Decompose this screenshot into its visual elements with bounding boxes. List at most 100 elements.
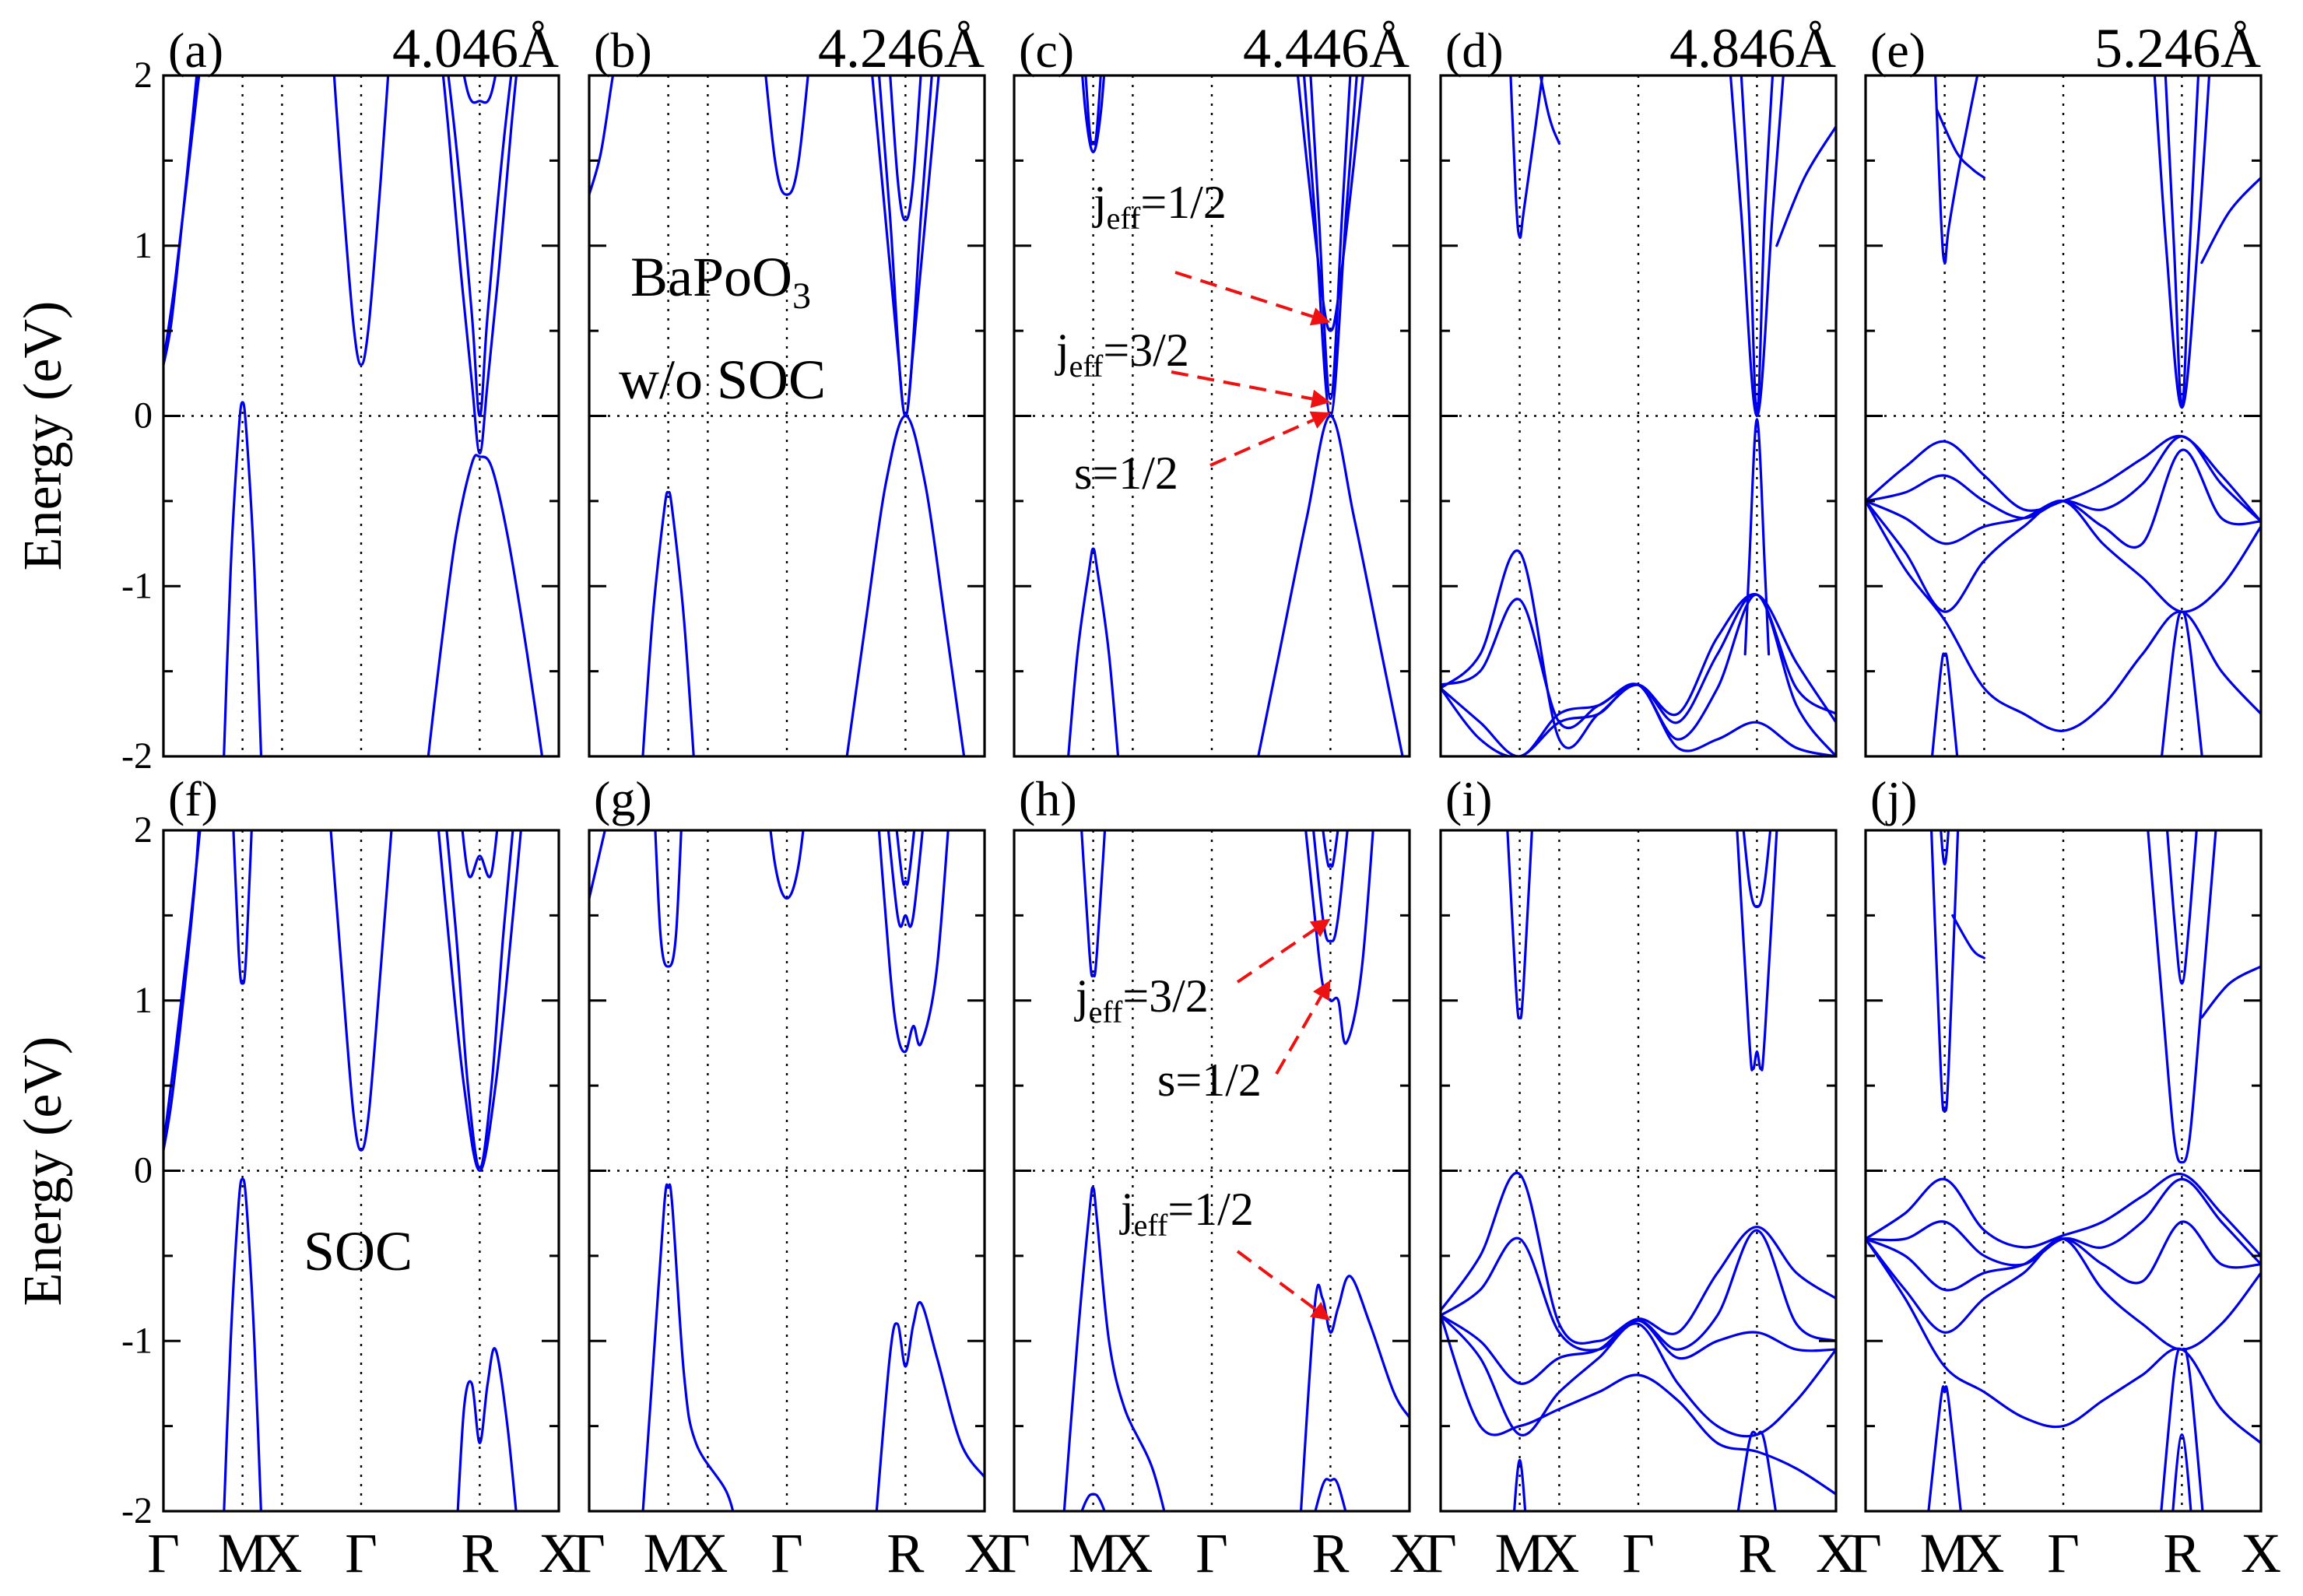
band-line-vb-M — [1930, 652, 1959, 756]
band-line-cb-R3 — [1322, 830, 1339, 868]
x-tick-label: M — [1495, 1522, 1545, 1584]
panel-i: Γ MX Γ R X(i) — [1424, 771, 1856, 1584]
lattice-constant-label: 4.046Å — [392, 17, 559, 79]
band-line-cb-R2 — [2165, 830, 2198, 985]
band-group — [1441, 830, 1836, 1511]
panel-b: (b) 4.246Å — [588, 17, 986, 758]
band-line-cb-R1 — [441, 75, 518, 455]
band-line-cb-R1 — [437, 830, 522, 1173]
band-line-cb2 — [163, 830, 202, 1147]
y-tick-label: 2 — [134, 54, 153, 96]
band-line-cb-M2 — [1085, 763, 1101, 814]
x-tick-label: Γ — [147, 1522, 180, 1584]
band-line-cb-R3 — [895, 830, 916, 886]
band-line-vb3 — [1441, 1314, 1836, 1385]
panel-c: (c) 4.446Å — [1013, 17, 1411, 758]
band-line-cb-R3 — [2200, 176, 2261, 265]
band-line-vb-R — [1743, 418, 1771, 656]
y-tick-label: 1 — [134, 980, 153, 1021]
annotation-arrowhead — [1309, 918, 1331, 938]
band-line-cb-R3 — [2200, 965, 2261, 1019]
band-line-cb-M2 — [1084, 75, 1102, 146]
annotation-arrow — [1209, 418, 1315, 467]
band-line-vb4 — [1441, 1314, 1836, 1438]
soc-label: SOC — [304, 1220, 413, 1282]
band-line-vb-R — [875, 1300, 985, 1511]
x-tick-label: R — [461, 1522, 498, 1584]
band-line-vb-M2 — [1080, 1493, 1106, 1511]
annotation-arrow — [1171, 370, 1313, 401]
x-tick-label: R — [2163, 1522, 2200, 1584]
band-line-cb-R1 — [1736, 830, 1778, 1072]
state-annotation: jeff=3/2 — [1074, 918, 1331, 1030]
y-tick-label: -2 — [121, 735, 153, 777]
annotation-arrowhead — [1309, 307, 1331, 326]
x-tick-label: X — [262, 1522, 302, 1584]
x-tick-label: X — [1539, 1522, 1579, 1584]
band-line-vb2 — [1866, 435, 2261, 523]
annotation-arrow — [1275, 995, 1323, 1075]
band-group — [1441, 75, 1836, 756]
y-tick-label: -1 — [121, 1320, 153, 1361]
band-line-vb-M — [1512, 1458, 1527, 1511]
lattice-constant-label: 5.246Å — [2094, 17, 2261, 79]
band-group — [589, 830, 985, 1511]
band-line-cb-M1 — [1080, 830, 1107, 978]
x-tick-label: R — [1738, 1522, 1775, 1584]
band-line-cb1 — [163, 830, 200, 1152]
annotation-arrowhead — [1309, 1302, 1331, 1321]
band-line-cb-R2 — [462, 75, 497, 104]
band-group — [589, 75, 966, 756]
band-line-vb-R — [1736, 1430, 1778, 1511]
state-annotation: jeff=3/2 — [1055, 324, 1331, 409]
band-line-vb2 — [1441, 1229, 1836, 1352]
x-tick-label: Γ — [1195, 1522, 1228, 1584]
band-line-cb-G — [764, 75, 809, 196]
band-line-vb-M — [1062, 1186, 1166, 1511]
band-line-cb-R1 — [877, 830, 950, 1054]
x-tick-label: M — [1920, 1522, 1970, 1584]
lattice-constant-label: 4.246Å — [818, 17, 985, 79]
panel-label: (e) — [1870, 23, 1926, 78]
panel-label: (g) — [594, 771, 652, 826]
band-line-cb2 — [163, 75, 201, 363]
band-group — [1062, 763, 1410, 1511]
x-tick-label: Γ — [771, 1522, 803, 1584]
band-line-vb5 — [1441, 1314, 1836, 1496]
band-line-vb-M — [223, 1177, 262, 1511]
band-group — [163, 75, 544, 756]
panel-label: (f) — [168, 771, 218, 826]
band-line-cb-M — [232, 830, 253, 985]
y-tick-label: -1 — [121, 565, 153, 606]
panel-label: (c) — [1019, 23, 1074, 78]
band-line-vb-R — [845, 414, 966, 756]
x-tick-label: Γ — [573, 1522, 606, 1584]
band-line-vb4 — [1866, 500, 2261, 613]
panels-layer: -2 -1 0 1 2 (a) 4.046Å (b) 4.246Å (c) 4.446Å (d) 4.8… — [121, 17, 2281, 1584]
band-line-vb-R2 — [1314, 1478, 1347, 1511]
state-label: s=1/2 — [1157, 1054, 1262, 1106]
panel-label: (d) — [1445, 23, 1504, 78]
band-line-cb-R2 — [1740, 75, 1775, 418]
panel-h: Γ MX Γ R X(h) — [998, 763, 1430, 1584]
band-line-vb-M — [1067, 547, 1120, 756]
material-title-main: BaPoO — [630, 246, 792, 308]
x-tick-label: Γ — [345, 1522, 377, 1584]
band-line-vb-R — [1257, 414, 1404, 756]
panel-label: (h) — [1019, 771, 1077, 826]
band-line-cb-M — [654, 830, 683, 968]
band-line-cb-M1 — [1081, 75, 1106, 153]
band-line-vb-M — [1927, 1385, 1962, 1511]
x-tick-label: Γ — [998, 1522, 1030, 1584]
lattice-constant-label: 4.446Å — [1243, 17, 1410, 79]
y-axis-label-bottom: Energy (eV) — [13, 1037, 73, 1307]
annotations-layer: jeff=1/2 jeff=3/2 s=1/2 jeff=3/2 s=1/2 jeff=1… — [1055, 177, 1331, 1321]
band-line-cb-M1 — [1509, 75, 1544, 240]
annotation-arrowhead — [1313, 980, 1331, 1001]
x-tick-label: X — [539, 1522, 579, 1584]
x-tick-label: Γ — [1622, 1522, 1655, 1584]
state-annotation: s=1/2 — [1074, 411, 1331, 499]
band-line-cb-R2 — [1311, 830, 1349, 943]
band-line-vb4 — [1866, 1237, 2261, 1351]
x-tick-label: X — [1389, 1522, 1430, 1584]
